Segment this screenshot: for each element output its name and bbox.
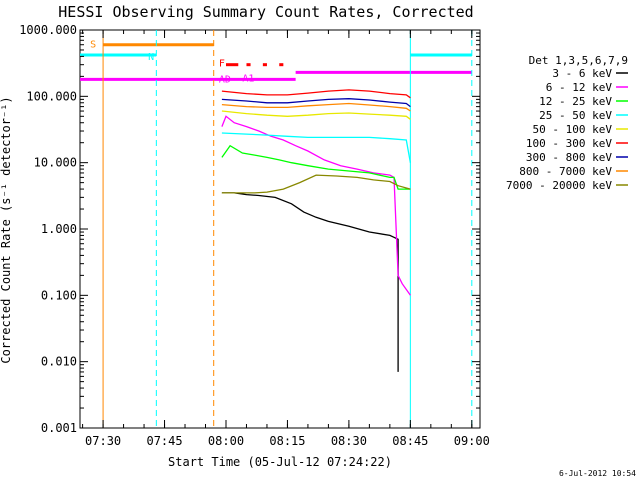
flag-label-f: F [219,59,225,70]
y-tick-label: 0.100 [41,288,77,302]
series-line [221,132,412,163]
x-tick-label: 09:00 [454,434,490,448]
legend-entry-label: 800 - 7000 keV [519,165,612,178]
y-axis-label: Corrected Count Rate (s⁻¹ detector⁻¹) [0,96,13,363]
state-bars [80,43,472,81]
legend-entry-label: 50 - 100 keV [533,123,613,136]
series-line [221,115,411,296]
state-vlines [102,30,473,428]
flag-label-n: N [148,52,154,63]
x-tick-label: 08:15 [269,434,305,448]
legend-entry-label: 25 - 50 keV [539,109,612,122]
series-line [221,98,411,108]
flag-label-ad: AD [219,74,231,85]
series-line [221,192,399,372]
x-tick-label: 08:45 [392,434,428,448]
series-lines [221,89,412,372]
flag-label-a1: A1 [242,73,254,84]
series-line [221,89,411,99]
chart-title: HESSI Observing Summary Count Rates, Cor… [58,3,473,21]
series-line [221,144,411,190]
y-tick-label: 1.000 [41,222,77,236]
legend-entry-label: 3 - 6 keV [552,67,612,80]
x-axis-label: Start Time (05-Jul-12 07:24:22) [168,455,392,469]
y-tick-label: 1000.000 [19,23,77,37]
series-line [221,174,411,194]
legend-entry-label: 300 - 800 keV [526,151,612,164]
y-tick-label: 0.010 [41,355,77,369]
series-line [221,110,411,120]
x-tick-label: 07:45 [146,434,182,448]
x-tick-label: 08:30 [331,434,367,448]
y-axis-ticks: 0.001 0.010 0.100 1.000 10.000 100.000 1000.00… [19,23,480,435]
series-line [221,102,411,112]
x-tick-label: 07:30 [85,434,121,448]
state-flag-labels: S N F AD A1 [90,40,284,85]
legend-entry-label: 100 - 300 keV [526,137,612,150]
y-tick-label: 10.000 [34,156,77,170]
legend-entry-label: 6 - 12 keV [546,81,613,94]
legend-entry-label: 12 - 25 keV [539,95,612,108]
y-tick-label: 0.001 [41,421,77,435]
plot-timestamp: 6-Jul-2012 10:54 [559,469,636,478]
x-axis-ticks: 07:30 07:45 08:00 08:15 08:30 08:45 09:00 [82,30,490,448]
plot-frame [79,29,481,429]
x-tick-label: 08:00 [208,434,244,448]
legend-entry-label: 7000 - 20000 keV [506,179,612,192]
flag-label-s: S [90,40,96,51]
legend-title: Det 1,3,5,6,7,9 [529,54,628,67]
y-tick-label: 100.000 [26,89,77,103]
